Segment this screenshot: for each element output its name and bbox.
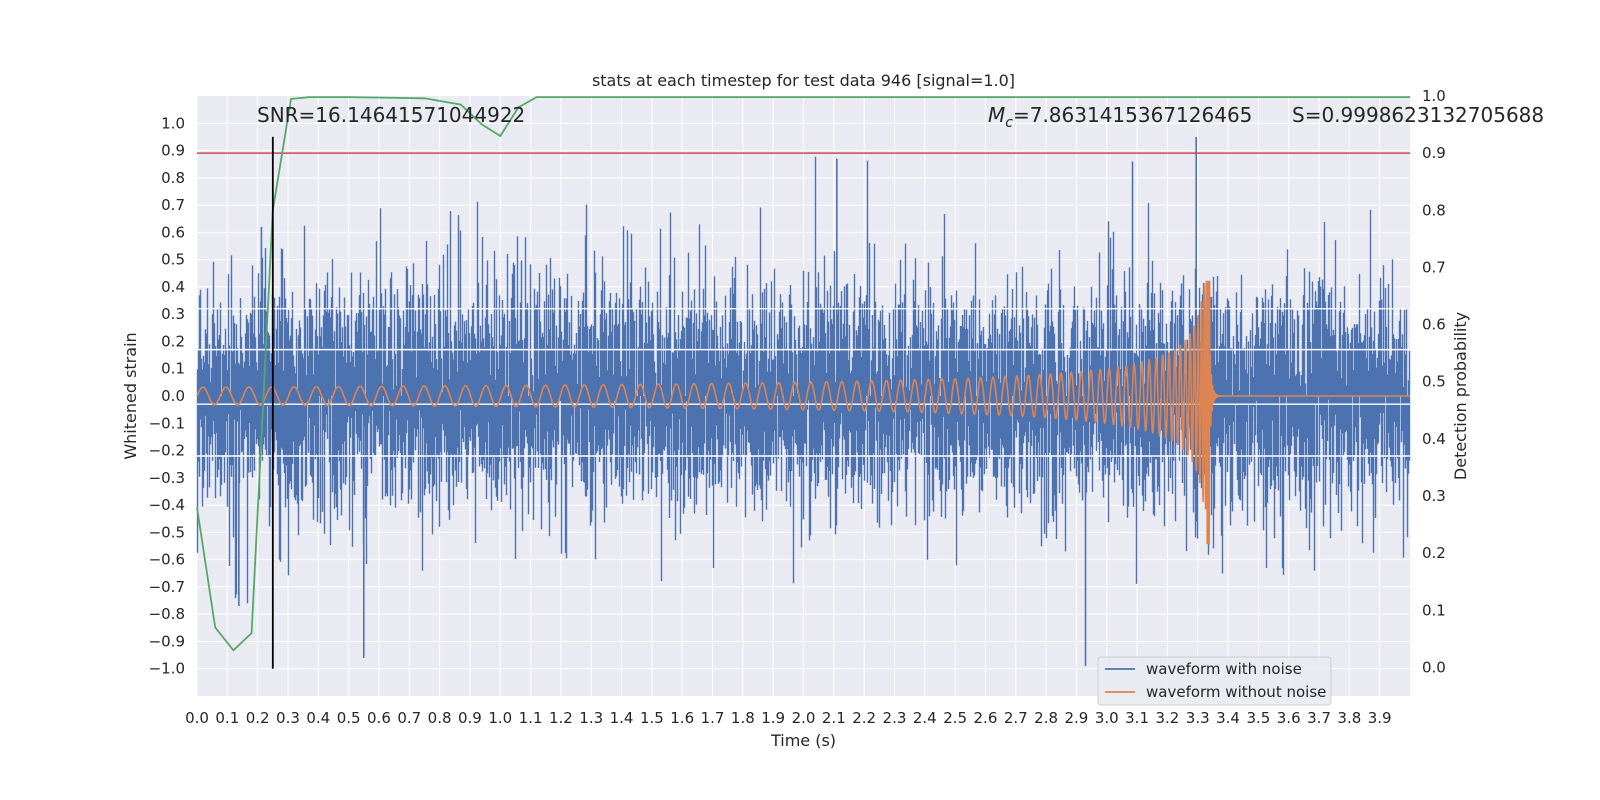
right-y-tick-label: 0.3 <box>1422 487 1446 505</box>
detection-probability-line <box>196 96 1410 652</box>
detection-score-annotation: S=0.9998623132705688 <box>1292 103 1544 127</box>
left-y-tick-label: 1.0 <box>161 114 185 132</box>
x-tick-label: 1.9 <box>761 709 785 727</box>
left-y-tick-label: −0.1 <box>149 414 185 432</box>
chirp-mass-value: =7.8631415367126465 <box>1013 103 1252 127</box>
left-y-tick-label: −0.8 <box>149 605 185 623</box>
x-tick-label: 0.8 <box>428 709 452 727</box>
chirp-mass-symbol: M <box>988 103 1005 127</box>
x-tick-label: 3.1 <box>1125 709 1149 727</box>
x-tick-label: 3.3 <box>1186 709 1210 727</box>
right-y-axis-label: Detection probability <box>1451 312 1470 480</box>
x-tick-label: 0.0 <box>185 709 209 727</box>
right-y-tick-label: 0.1 <box>1422 601 1446 619</box>
right-y-tick-label: 0.4 <box>1422 430 1446 448</box>
right-y-tick-label: 0.7 <box>1422 258 1446 276</box>
x-tick-label: 3.6 <box>1277 709 1301 727</box>
left-y-tick-label: −0.6 <box>149 551 185 569</box>
x-tick-label: 2.4 <box>913 709 937 727</box>
snr-annotation: SNR=16.14641571044922 <box>257 103 525 127</box>
left-y-tick-label: −0.2 <box>149 442 185 460</box>
x-tick-label: 3.5 <box>1246 709 1270 727</box>
right-y-tick-label: 0.9 <box>1422 144 1446 162</box>
x-tick-label: 3.0 <box>1095 709 1119 727</box>
left-y-tick-label: 0.1 <box>161 360 185 378</box>
left-y-tick-label: 0.2 <box>161 332 185 350</box>
x-tick-label: 1.0 <box>488 709 512 727</box>
x-tick-label: 2.5 <box>943 709 967 727</box>
left-y-tick-label: 0.4 <box>161 278 185 296</box>
legend-box <box>1097 656 1332 706</box>
right-y-tick-label: 0.2 <box>1422 544 1446 562</box>
x-tick-label: 3.4 <box>1216 709 1240 727</box>
left-y-tick-label: 0.9 <box>161 142 185 160</box>
x-tick-label: 2.8 <box>1034 709 1058 727</box>
left-y-tick-label: −0.4 <box>149 496 185 514</box>
x-tick-label: 0.2 <box>246 709 270 727</box>
x-axis-label: Time (s) <box>770 731 836 750</box>
x-tick-label: 2.1 <box>822 709 846 727</box>
left-y-tick-label: 0.5 <box>161 251 185 269</box>
chirp-mass-annotation: Mc=7.8631415367126465 <box>988 103 1252 131</box>
x-tick-label: 3.2 <box>1155 709 1179 727</box>
right-y-tick-label: 0.8 <box>1422 201 1446 219</box>
x-tick-label: 0.1 <box>215 709 239 727</box>
x-tick-label: 2.0 <box>792 709 816 727</box>
chart-title: stats at each timestep for test data 946… <box>592 71 1015 90</box>
x-tick-label: 2.3 <box>883 709 907 727</box>
x-tick-label: 0.7 <box>397 709 421 727</box>
x-tick-label: 0.4 <box>306 709 330 727</box>
left-y-tick-label: 0.3 <box>161 305 185 323</box>
x-tick-label: 3.9 <box>1368 709 1392 727</box>
x-tick-label: 2.6 <box>974 709 998 727</box>
x-tick-label: 3.7 <box>1307 709 1331 727</box>
right-y-axis-ticks: 1.0 0.9 0.8 0.7 0.6 0.5 0.4 0.3 0.2 0.1 0.0 <box>1422 87 1446 676</box>
x-tick-label: 1.5 <box>640 709 664 727</box>
legend-label-clean: waveform without noise <box>1146 683 1326 701</box>
x-tick-label: 0.5 <box>337 709 361 727</box>
left-y-tick-label: 0.7 <box>161 196 185 214</box>
x-axis-ticks: 0.0 0.1 0.2 0.3 0.4 0.5 0.6 0.7 0.8 0.9 1.0 1.1 1.2 1… <box>185 709 1392 727</box>
right-y-tick-label: 0.5 <box>1422 373 1446 391</box>
right-y-tick-label: 1.0 <box>1422 87 1446 105</box>
left-y-tick-label: 0.6 <box>161 223 185 241</box>
left-y-tick-label: −0.3 <box>149 469 185 487</box>
left-y-tick-label: −1.0 <box>149 660 185 678</box>
x-tick-label: 1.7 <box>701 709 725 727</box>
x-tick-label: 2.9 <box>1064 709 1088 727</box>
x-tick-label: 1.1 <box>519 709 543 727</box>
left-y-tick-label: −0.7 <box>149 578 185 596</box>
x-tick-label: 1.8 <box>731 709 755 727</box>
clean-waveform-line <box>196 280 1410 545</box>
left-y-axis-label: Whitened strain <box>121 332 140 459</box>
left-y-tick-label: 0.0 <box>161 387 185 405</box>
left-y-tick-label: −0.5 <box>149 523 185 541</box>
x-tick-label: 0.6 <box>367 709 391 727</box>
x-tick-label: 1.4 <box>610 709 634 727</box>
x-tick-label: 1.2 <box>549 709 573 727</box>
legend: waveform with noise waveform without noi… <box>1097 656 1332 706</box>
left-y-tick-label: −0.9 <box>149 632 185 650</box>
right-y-tick-label: 0.0 <box>1422 658 1446 676</box>
legend-label-noise: waveform with noise <box>1146 660 1302 678</box>
left-y-axis-ticks: 1.0 0.9 0.8 0.7 0.6 0.5 0.4 0.3 0.2 0.1 0.0 −0.1 −0.… <box>149 114 185 677</box>
left-y-tick-label: 0.8 <box>161 169 185 187</box>
right-y-tick-label: 0.6 <box>1422 316 1446 334</box>
x-tick-label: 2.2 <box>852 709 876 727</box>
x-tick-label: 0.3 <box>276 709 300 727</box>
x-tick-label: 3.8 <box>1337 709 1361 727</box>
chirp-mass-subscript: c <box>1005 115 1013 131</box>
x-tick-label: 2.7 <box>1004 709 1028 727</box>
x-tick-label: 1.6 <box>670 709 694 727</box>
x-tick-label: 0.9 <box>458 709 482 727</box>
x-tick-label: 1.3 <box>579 709 603 727</box>
